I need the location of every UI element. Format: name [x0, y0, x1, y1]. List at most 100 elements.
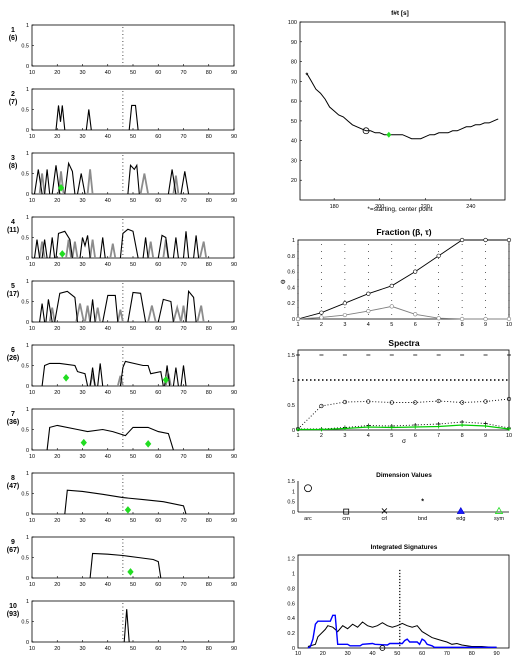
green-marker — [80, 438, 87, 447]
panel-index-label: 6 — [11, 347, 15, 354]
fraction-point — [389, 283, 394, 288]
y-tick-label: 0 — [26, 448, 29, 454]
scale-panel-9: 0 0.5 1 10 20 30 40 50 60 70 80 90 9(67) — [7, 535, 237, 588]
fraction-point — [366, 309, 371, 314]
spectra-point — [483, 399, 488, 404]
scale-panel-7: 0 0.5 1 10 20 30 40 50 60 70 80 90 7(36) — [7, 407, 237, 460]
x-tick-label: 30 — [79, 518, 85, 524]
black-curve — [102, 294, 119, 323]
fraction-series-line — [297, 305, 509, 320]
y-tick-label: 0.5 — [21, 300, 29, 306]
x-tick-label: 4 — [367, 322, 370, 328]
spectra-point — [506, 396, 512, 402]
x-tick-label: 10 — [29, 326, 35, 332]
gray-curve — [38, 241, 46, 259]
signature-series-line — [307, 621, 497, 648]
y-tick-label: 0.5 — [21, 492, 29, 498]
x-tick-label: 10 — [295, 651, 301, 657]
x-tick-label: 7 — [437, 322, 440, 328]
x-tick-label: 80 — [206, 70, 212, 76]
x-tick-label: 80 — [206, 390, 212, 396]
x-tick-label: 50 — [130, 646, 136, 652]
spectra-point — [296, 427, 300, 432]
integrated-signatures-panel: Integrated Signatures 0 0.2 0.4 0.6 0.8 1 1.2 1… — [287, 544, 510, 657]
black-curve — [79, 235, 91, 259]
x-tick-label: 80 — [206, 582, 212, 588]
x-tick-label: 70 — [180, 262, 186, 268]
y-tick-label: 0.5 — [21, 108, 29, 114]
ft-axes-frame — [299, 21, 506, 201]
spectra-point — [342, 399, 347, 405]
x-tick-label: 40 — [105, 262, 111, 268]
black-curve — [180, 171, 190, 195]
spectra-series-line — [297, 398, 510, 430]
panel-count-label: (47) — [7, 483, 19, 490]
green-marker — [59, 250, 66, 258]
x-tick-label: 40 — [105, 198, 111, 204]
x-tick-label: 70 — [180, 646, 186, 652]
x-tick-label: 20 — [54, 518, 60, 524]
x-tick-label: 40 — [105, 134, 111, 140]
x-tick-label: 20 — [54, 390, 60, 396]
gray-curve — [48, 307, 56, 323]
black-curve — [157, 298, 174, 323]
y-tick-label: 1 — [26, 471, 29, 477]
value-marker — [343, 508, 350, 515]
y-tick-label: 50 — [291, 119, 297, 125]
fraction-point — [366, 291, 371, 296]
spectra-point — [436, 398, 441, 404]
category-label: crl — [381, 516, 387, 522]
green-marker — [62, 374, 70, 382]
x-tick-label: 10 — [29, 262, 35, 268]
x-tick-label: 90 — [231, 70, 237, 76]
fraction-axes-frame — [297, 239, 510, 320]
x-tick-label: 10 — [29, 198, 35, 204]
x-tick-label: 30 — [345, 651, 351, 657]
y-tick-label: 1 — [26, 407, 29, 413]
spectra-series-line — [298, 421, 510, 430]
gray-curve — [139, 173, 149, 195]
y-tick-label: 0 — [26, 320, 29, 326]
black-curve — [172, 237, 179, 259]
y-tick-label: 0 — [292, 510, 295, 516]
gray-curve — [147, 241, 155, 259]
x-tick-label: 40 — [105, 70, 111, 76]
panel-count-label: (93) — [7, 611, 19, 618]
y-tick-label: 0.5 — [21, 428, 29, 434]
y-tick-label: 0.6 — [287, 601, 295, 607]
black-curve — [127, 291, 147, 323]
scale-panel-frame — [31, 344, 235, 387]
x-tick-label: 40 — [105, 646, 111, 652]
ft-curve — [306, 73, 499, 140]
x-tick-label: 70 — [444, 651, 450, 657]
scale-panel-4: 0 0.5 1 10 20 30 40 50 60 70 80 90 4(11) — [7, 215, 237, 268]
x-tick-label: 50 — [130, 134, 136, 140]
green-marker — [57, 184, 65, 192]
black-curve — [46, 424, 174, 451]
y-tick-label: 0.8 — [287, 586, 295, 592]
fraction-panel: Fraction (β, τ) Φ 0 0.2 0.4 0.6 0.8 1 1 2 3 4 5 6 7 8… — [280, 227, 512, 328]
x-tick-label: 20 — [54, 454, 60, 460]
signature-series-line — [307, 614, 497, 649]
spectra-point — [460, 423, 465, 427]
black-curve — [123, 609, 130, 643]
y-tick-label: 0.2 — [287, 301, 295, 307]
category-label: crn — [342, 516, 350, 522]
value-marker — [381, 508, 388, 514]
y-tick-label: 0 — [292, 317, 295, 323]
spectra-point — [366, 399, 371, 404]
y-tick-label: 1 — [26, 279, 29, 285]
x-tick-label: 90 — [231, 518, 237, 524]
integrated-signatures-axes-frame — [297, 554, 510, 649]
x-tick-label: 20 — [54, 582, 60, 588]
integrated-signatures-title: Integrated Signatures — [371, 544, 438, 551]
y-tick-label: 0.5 — [21, 364, 29, 370]
y-tick-label: 0 — [292, 646, 295, 652]
gray-curve — [71, 241, 79, 259]
panel-count-label: (7) — [9, 99, 18, 106]
spectra-axes-frame — [297, 349, 510, 431]
gray-curve — [38, 173, 46, 195]
x-tick-label: 50 — [130, 518, 136, 524]
